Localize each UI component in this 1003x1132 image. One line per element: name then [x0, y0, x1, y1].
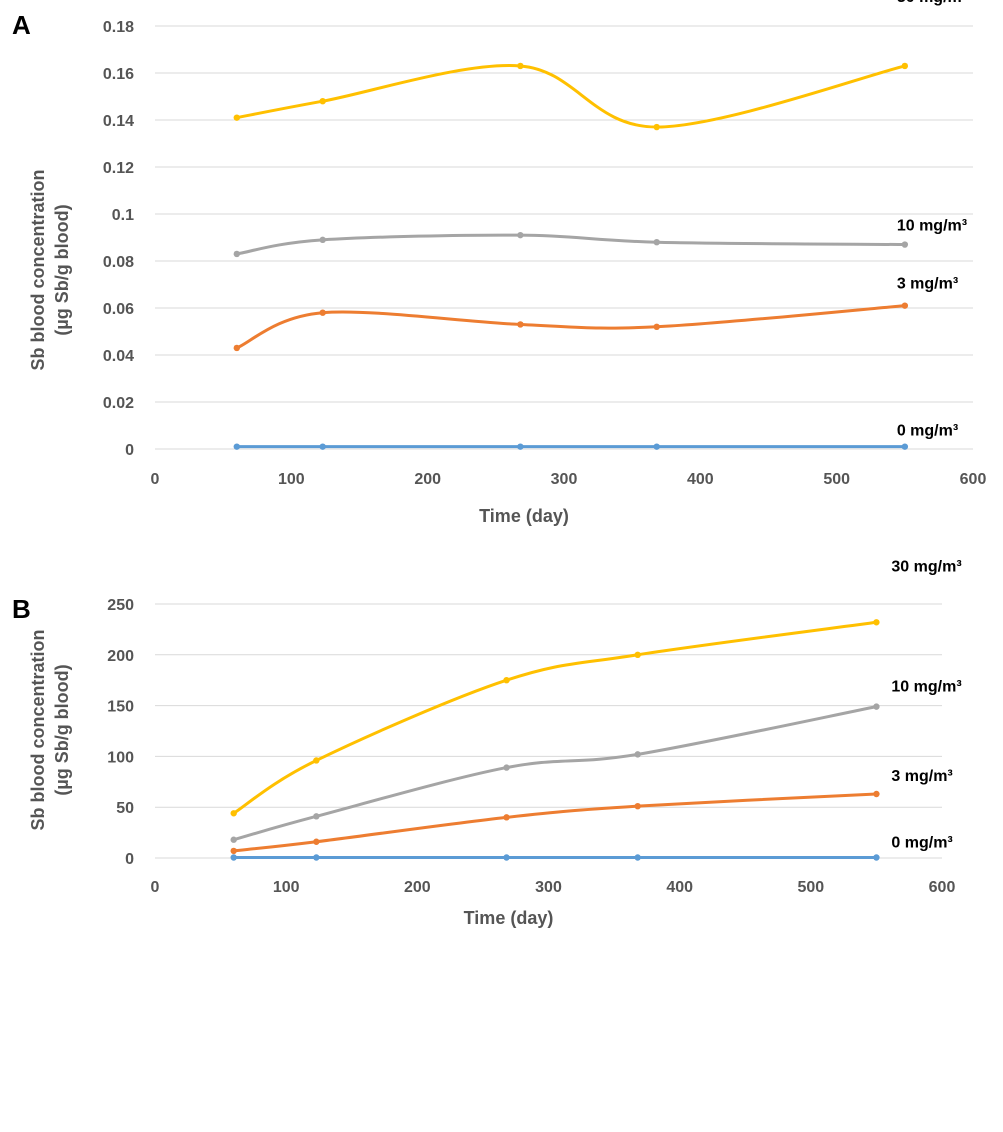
x-tick-label: 500 [797, 879, 824, 896]
x-tick-label: 200 [404, 879, 431, 896]
data-point [313, 813, 320, 820]
data-point [653, 323, 660, 330]
y-tick-label: 200 [107, 648, 134, 665]
data-point [901, 241, 909, 248]
data-point [313, 838, 320, 845]
chart-panel-a: A 0 0.02 0.04 0.06 0.08 0.1 0.12 0.14 0.16 0.18 0 10… [12, 0, 986, 526]
y-tick-label: 0.08 [103, 254, 134, 271]
series-label: 3 mg/m³ [891, 768, 952, 785]
data-point [901, 443, 909, 450]
data-point [233, 250, 240, 258]
x-tick-label: 600 [960, 471, 987, 488]
data-point [634, 854, 641, 861]
data-point [653, 443, 660, 450]
data-point [517, 443, 524, 450]
y-tick-label: 0.02 [103, 395, 134, 412]
data-point [517, 231, 524, 239]
data-point [873, 854, 880, 861]
data-point [319, 309, 326, 316]
series-line [235, 64, 907, 129]
y-tick-label: 0.06 [103, 301, 134, 318]
x-tick-label: 100 [278, 471, 305, 488]
series-label: 0 mg/m³ [891, 834, 952, 851]
y-tick-label: 250 [107, 597, 134, 614]
data-point [517, 62, 524, 70]
series-label: 30 mg/m³ [891, 558, 961, 575]
data-point [319, 443, 326, 450]
data-point [653, 123, 660, 131]
y-axis-title-line: (µg Sb/g blood) [52, 204, 72, 335]
x-tick-label: 300 [551, 471, 578, 488]
y-axis-title-line: (µg Sb/g blood) [52, 664, 72, 795]
data-point [230, 847, 237, 855]
data-point [873, 619, 880, 626]
chart-panel-b: B 0 50 100 150 200 250 0 100 200 300 400 500 600 Time … [12, 558, 962, 928]
data-point [873, 790, 880, 798]
x-tick-label: 300 [535, 879, 562, 896]
x-tick-label: 100 [273, 879, 300, 896]
y-tick-label: 150 [107, 699, 134, 716]
series-label: 30 mg/m³ [897, 0, 967, 6]
series-line [232, 705, 878, 842]
data-point [653, 239, 660, 246]
series-line [232, 792, 878, 853]
panel-letter: B [12, 594, 31, 624]
y-tick-label: 0 [125, 851, 134, 868]
x-tick-label: 600 [929, 879, 956, 896]
data-point [634, 802, 641, 810]
y-tick-label: 0.04 [103, 348, 134, 365]
data-point [230, 836, 237, 843]
y-axis-title: Sb blood concentration (µg Sb/g blood) [28, 630, 72, 831]
x-axis-title: Time (day) [464, 908, 554, 928]
x-tick-label: 0 [151, 471, 160, 488]
data-point [233, 114, 240, 121]
data-point [319, 98, 326, 105]
x-axis-title: Time (day) [479, 506, 569, 526]
data-point [313, 757, 320, 764]
y-tick-label: 0.12 [103, 160, 134, 177]
y-tick-label: 0.1 [112, 207, 134, 224]
data-point [634, 751, 641, 758]
data-point [233, 344, 240, 352]
y-tick-label: 0.14 [103, 113, 134, 130]
data-point [503, 764, 510, 771]
x-tick-label: 0 [151, 879, 160, 896]
data-point [901, 62, 909, 70]
series-line [235, 233, 907, 256]
data-point [313, 854, 320, 861]
y-axis-title-line: Sb blood concentration [28, 170, 48, 371]
x-tick-label: 400 [687, 471, 714, 488]
data-point [230, 854, 237, 861]
y-tick-label: 100 [107, 749, 134, 766]
data-point [233, 443, 240, 450]
y-axis-title: Sb blood concentration (µg Sb/g blood) [28, 170, 72, 371]
y-tick-label: 0 [125, 442, 134, 459]
y-axis-title-line: Sb blood concentration [28, 630, 48, 831]
series-label: 10 mg/m³ [897, 218, 967, 235]
x-tick-label: 500 [823, 471, 850, 488]
data-point [517, 321, 524, 328]
series-line [232, 620, 878, 815]
series-label: 3 mg/m³ [897, 276, 958, 293]
series-label: 10 mg/m³ [891, 679, 961, 696]
data-point [319, 236, 326, 244]
data-point [503, 677, 510, 684]
data-point [230, 810, 237, 817]
y-tick-label: 0.18 [103, 19, 134, 36]
x-tick-label: 200 [414, 471, 441, 488]
data-point [503, 854, 510, 861]
data-point [901, 302, 909, 309]
data-point [503, 814, 510, 821]
series-label: 0 mg/m³ [897, 423, 958, 440]
y-tick-label: 50 [116, 800, 134, 817]
y-tick-label: 0.16 [103, 66, 134, 83]
data-point [873, 703, 880, 710]
panel-letter: A [12, 10, 31, 40]
data-point [634, 651, 641, 658]
series-line [235, 304, 907, 350]
x-tick-label: 400 [666, 879, 693, 896]
